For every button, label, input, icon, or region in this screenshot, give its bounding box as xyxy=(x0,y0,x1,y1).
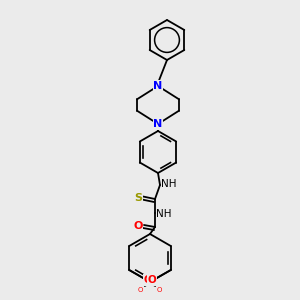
Text: O: O xyxy=(157,287,162,293)
Text: N: N xyxy=(153,81,163,91)
Text: NH: NH xyxy=(156,209,172,219)
Text: S: S xyxy=(134,193,142,203)
Text: O: O xyxy=(138,287,143,293)
Text: O: O xyxy=(133,221,143,231)
Text: O: O xyxy=(144,275,153,285)
Text: O: O xyxy=(147,275,156,285)
Text: NH: NH xyxy=(161,179,177,189)
Text: N: N xyxy=(153,119,163,129)
